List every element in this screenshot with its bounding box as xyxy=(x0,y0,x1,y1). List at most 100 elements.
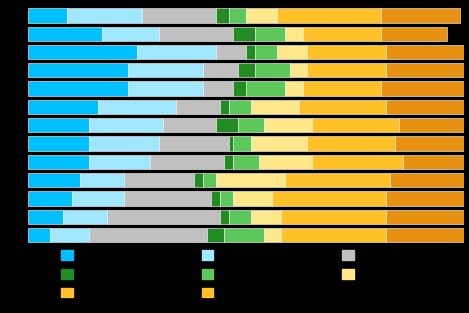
Bar xyxy=(303,81,381,96)
Bar xyxy=(203,63,237,77)
Bar xyxy=(229,100,250,114)
Bar xyxy=(311,118,399,132)
Bar xyxy=(28,210,63,224)
Bar xyxy=(286,81,303,96)
Bar xyxy=(89,155,150,169)
Bar xyxy=(264,118,311,132)
Bar xyxy=(237,63,255,77)
Bar xyxy=(212,191,220,206)
Bar xyxy=(281,210,386,224)
Bar xyxy=(307,45,386,59)
Bar xyxy=(106,210,220,224)
Bar xyxy=(255,45,277,59)
Bar xyxy=(233,81,246,96)
Bar xyxy=(81,173,124,187)
Bar xyxy=(259,155,311,169)
Bar xyxy=(255,63,290,77)
Bar xyxy=(28,173,81,187)
Bar xyxy=(246,81,286,96)
Bar xyxy=(124,173,194,187)
Bar xyxy=(28,136,89,151)
Bar xyxy=(129,81,203,96)
Bar xyxy=(290,63,307,77)
Bar xyxy=(216,8,229,23)
Bar xyxy=(89,118,163,132)
Bar xyxy=(89,228,207,242)
Bar xyxy=(216,45,246,59)
Bar xyxy=(28,45,137,59)
Bar xyxy=(386,210,464,224)
Bar xyxy=(381,81,464,96)
Bar xyxy=(250,210,281,224)
Bar xyxy=(98,100,176,114)
Bar xyxy=(250,136,307,151)
Bar xyxy=(194,173,203,187)
Bar xyxy=(286,173,390,187)
Bar xyxy=(220,100,229,114)
Bar xyxy=(250,100,299,114)
Bar xyxy=(28,118,89,132)
Bar xyxy=(89,136,159,151)
Bar xyxy=(272,191,386,206)
Bar xyxy=(28,228,50,242)
Bar xyxy=(311,155,403,169)
Bar xyxy=(63,210,106,224)
Bar xyxy=(224,155,233,169)
Bar xyxy=(203,173,216,187)
Bar xyxy=(381,27,447,41)
Bar xyxy=(403,155,464,169)
Bar xyxy=(255,27,286,41)
Bar xyxy=(246,8,277,23)
Bar xyxy=(28,100,98,114)
Bar xyxy=(72,191,124,206)
Bar xyxy=(264,228,281,242)
Bar xyxy=(216,173,286,187)
Bar xyxy=(28,8,68,23)
Bar xyxy=(150,155,224,169)
Bar xyxy=(386,63,464,77)
Bar xyxy=(299,100,386,114)
Bar xyxy=(28,81,129,96)
Bar xyxy=(233,27,255,41)
Bar xyxy=(137,45,216,59)
Bar xyxy=(129,63,203,77)
Bar xyxy=(28,27,102,41)
Bar xyxy=(233,191,272,206)
Bar xyxy=(176,100,220,114)
Bar xyxy=(68,8,142,23)
Bar xyxy=(102,27,159,41)
Bar xyxy=(224,228,264,242)
Bar xyxy=(220,210,229,224)
Bar xyxy=(220,191,233,206)
Bar xyxy=(229,136,233,151)
Bar xyxy=(246,45,255,59)
Bar xyxy=(229,8,246,23)
Bar xyxy=(233,136,250,151)
Bar xyxy=(233,155,259,169)
Bar xyxy=(159,136,229,151)
Bar xyxy=(216,118,237,132)
Bar xyxy=(163,118,216,132)
Bar xyxy=(50,228,89,242)
Bar xyxy=(124,191,212,206)
Bar xyxy=(159,27,233,41)
Bar xyxy=(207,228,224,242)
Bar xyxy=(303,27,381,41)
Bar xyxy=(307,63,386,77)
Bar xyxy=(390,173,464,187)
Bar xyxy=(286,27,303,41)
Bar xyxy=(386,45,464,59)
Bar xyxy=(277,8,381,23)
Bar xyxy=(28,191,72,206)
Bar xyxy=(237,118,264,132)
Bar xyxy=(386,191,464,206)
Bar xyxy=(142,8,216,23)
Bar xyxy=(381,8,460,23)
Bar xyxy=(307,136,394,151)
Bar xyxy=(394,136,464,151)
Bar xyxy=(386,228,464,242)
Bar xyxy=(399,118,464,132)
Bar xyxy=(28,63,129,77)
Bar xyxy=(28,155,89,169)
Bar xyxy=(203,81,233,96)
